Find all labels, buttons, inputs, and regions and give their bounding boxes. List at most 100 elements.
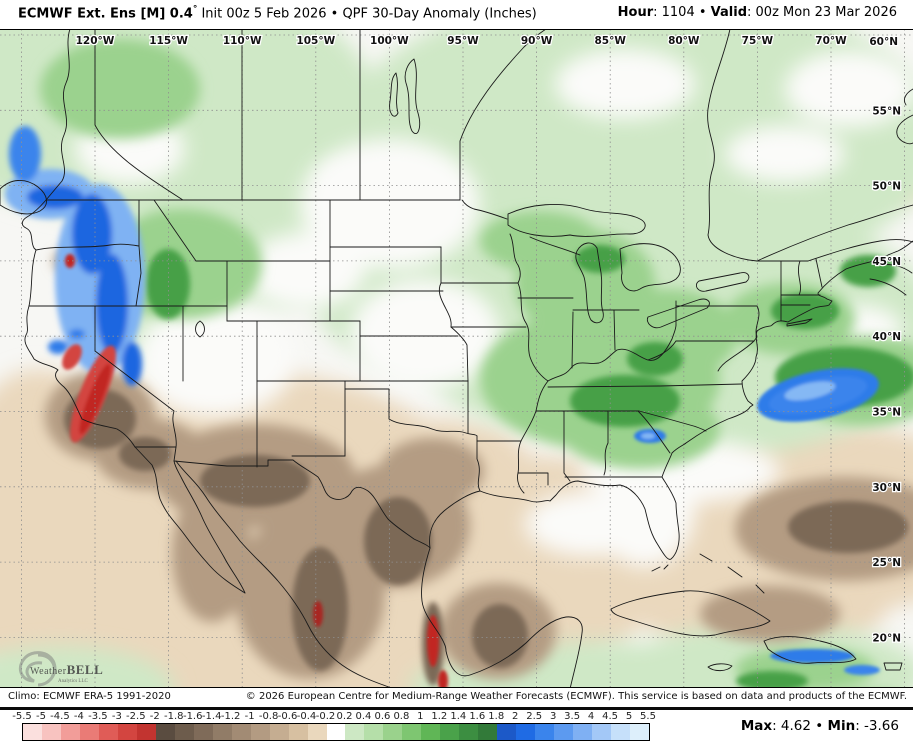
latitude-label: 60°N: [869, 36, 898, 48]
colorbar-swatch: [250, 724, 270, 740]
weatherbell-logo: WeatherBELL Analytics LLC: [18, 651, 103, 687]
latitude-label: 25°N: [872, 557, 901, 569]
colorbar-tick: 0.8: [393, 711, 410, 722]
colorbar-swatch: [23, 724, 42, 740]
separator-dot: •: [810, 718, 828, 734]
colorbar-legend: -5.5 -5 -4.5 -4 -3.5 -3 -2.5 -2 -1.8 -1.6 -1.4 -1.2…: [0, 710, 913, 750]
init-and-product-label: Init 00z 5 Feb 2026 • QPF 30-Day Anomaly…: [197, 6, 537, 22]
longitude-label: 75°W: [742, 35, 774, 47]
longitude-label: 100°W: [370, 35, 409, 47]
colorbar-swatch: [345, 724, 365, 740]
colorbar-swatch: [421, 724, 441, 740]
degree-symbol: °: [192, 5, 198, 15]
colorbar-swatch: [231, 724, 251, 740]
colorbar-swatch: [459, 724, 479, 740]
min-value: : -3.66: [855, 718, 899, 734]
colorbar-tick: 3: [549, 711, 557, 722]
colorbar-tick: -1.6: [182, 711, 203, 722]
colorbar-tick: 2: [512, 711, 519, 722]
longitude-label: 110°W: [223, 35, 262, 47]
axis-labels: 120°W 115°W 110°W 105°W 100°W 95°W 90°W 85°W 80°…: [74, 34, 902, 646]
hour-label: Hour: [617, 5, 654, 20]
latitude-label: 30°N: [872, 482, 901, 494]
colorbar-swatch: [440, 724, 460, 740]
colorbar-tick: -1.2: [220, 711, 241, 722]
max-value: : 4.62: [772, 718, 811, 734]
longitude-label: 70°W: [815, 35, 847, 47]
colorbar-swatch: [554, 724, 574, 740]
longitude-label: 105°W: [296, 35, 335, 47]
colorbar-tick: -3.5: [88, 711, 108, 722]
colorbar-tick: 1.4: [450, 711, 467, 722]
colorbar-tick: 0.6: [374, 711, 391, 722]
colorbar-swatch: [60, 724, 80, 740]
colorbar-tick: 3.5: [564, 711, 581, 722]
colorbar-tick: -1.4: [201, 711, 222, 722]
colorbar-tick: -1.8: [163, 711, 184, 722]
colorbar-swatch: [174, 724, 194, 740]
colorbar-tick: -5.5: [12, 711, 32, 722]
colorbar-tick: 1.2: [431, 711, 448, 722]
latitude-label: 55°N: [872, 105, 901, 117]
colorbar-swatch: [478, 724, 498, 740]
colorbar-tick: -0.2: [315, 711, 336, 722]
colorbar-swatch: [592, 724, 612, 740]
colorbar-swatch: [155, 724, 175, 740]
colorbar-tick: 5.5: [640, 711, 656, 722]
colorbar-swatch: [136, 724, 156, 740]
hour-value: : 1104: [653, 5, 695, 20]
longitude-label: 90°W: [521, 35, 553, 47]
valid-label: Valid: [710, 5, 748, 20]
header-bar: ECMWF Ext. Ens [M] 0.4° Init 00z 5 Feb 2…: [0, 0, 913, 28]
anomaly-map: 120°W 115°W 110°W 105°W 100°W 95°W 90°W 85°W 80°…: [0, 29, 913, 688]
colorbar-tick: 4.5: [602, 711, 618, 722]
colorbar-swatch: [497, 724, 517, 740]
colorbar-swatch: [307, 724, 327, 740]
hour-valid-label: Hour: 1104 • Valid: 00z Mon 23 Mar 2026: [618, 5, 897, 20]
anomaly-shading: [0, 29, 913, 688]
longitude-label: 95°W: [447, 35, 479, 47]
colorbar-tick: -0.4: [296, 711, 317, 722]
colorbar-tick: -2.5: [126, 711, 146, 722]
colorbar-tick: 5: [625, 711, 633, 722]
colorbar-swatch: [630, 724, 649, 740]
logo-text: WeatherBELL: [30, 662, 103, 677]
colorbar-tick: 1.8: [488, 711, 505, 722]
colorbar-swatch: [573, 724, 593, 740]
longitude-label: 120°W: [76, 35, 115, 47]
colorbar-tick: 1: [417, 711, 424, 722]
colorbar-tick: -4: [73, 711, 84, 722]
max-label: Max: [740, 718, 773, 734]
colorbar-tick: 4: [587, 711, 595, 722]
colorbar-swatch: [212, 724, 232, 740]
colorbar-tick: -2: [149, 711, 160, 722]
colorbar-swatch: [535, 724, 555, 740]
colorbar-swatch: [383, 724, 403, 740]
attribution-bar: Climo: ECMWF ERA-5 1991-2020 © 2026 Euro…: [0, 688, 913, 710]
latitude-label: 40°N: [872, 331, 901, 343]
longitude-label: 85°W: [594, 35, 626, 47]
colorbar-tick: -0.6: [277, 711, 298, 722]
colorbar-swatch: [364, 724, 384, 740]
latitude-label: 45°N: [872, 256, 901, 268]
colorbar-tick: -5: [35, 711, 46, 722]
model-name: ECMWF Ext. Ens [M] 0.4: [18, 6, 193, 22]
colorbar-tick: -0.8: [258, 711, 279, 722]
latitude-label: 20°N: [872, 632, 901, 644]
colorbar-tick: 0.4: [355, 711, 372, 722]
climo-label: Climo: ECMWF ERA-5 1991-2020: [8, 691, 171, 702]
longitude-label: 80°W: [668, 35, 700, 47]
map-title: ECMWF Ext. Ens [M] 0.4° Init 00z 5 Feb 2…: [18, 5, 537, 21]
min-label: Min: [827, 718, 856, 734]
colorbar-tick: -3: [111, 711, 122, 722]
colorbar-swatch: [41, 724, 61, 740]
colorbar-tick-labels: -5.5 -5 -4.5 -4 -3.5 -3 -2.5 -2 -1.8 -1.6 -1.4 -1.2…: [12, 711, 656, 723]
colorbar-swatches: [22, 723, 650, 741]
valid-value: : 00z Mon 23 Mar 2026: [747, 5, 897, 20]
coastlines-and-borders: [0, 29, 913, 688]
longitude-label: 115°W: [149, 35, 188, 47]
colorbar-swatch: [193, 724, 213, 740]
colorbar-tick: 2.5: [526, 711, 543, 722]
colorbar-tick: -1: [244, 711, 255, 722]
colorbar-swatch: [516, 724, 536, 740]
